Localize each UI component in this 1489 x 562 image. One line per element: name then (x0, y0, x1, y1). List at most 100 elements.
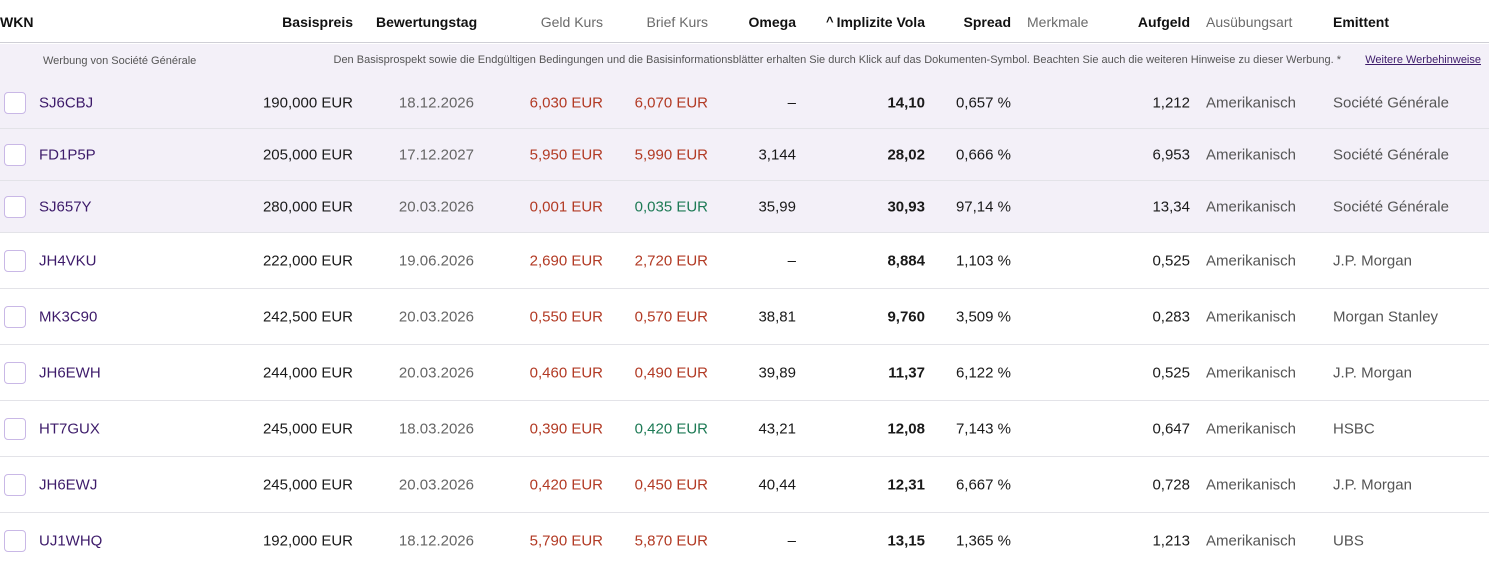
aufgeld-cell: 0,728 (1152, 476, 1190, 493)
table-row[interactable]: MK3C90 242,500 EUR 20.03.2026 0,550 EUR 0,57… (0, 289, 1489, 345)
wkn-link[interactable]: FD1P5P (39, 146, 96, 163)
advertising-notice: Werbung von Société Générale Den Basispr… (0, 44, 1489, 77)
ausuebungsart-cell: Amerikanisch (1206, 476, 1297, 493)
implizite-vola-cell: 28,02 (887, 146, 925, 163)
spread-cell: 0,657 % (955, 94, 1011, 111)
col-header-implizite-vola-label: Implizite Vola (836, 14, 925, 30)
implizite-vola-cell: 8,884 (887, 252, 925, 269)
geld-kurs-cell: 2,690 EUR (529, 252, 603, 269)
emittent-cell: Morgan Stanley (1333, 308, 1439, 325)
row-select-checkbox[interactable] (4, 249, 26, 272)
wkn-link[interactable]: HT7GUX (39, 420, 100, 437)
omega-cell: – (787, 94, 796, 111)
basispreis-cell: 222,000 EUR (262, 252, 353, 269)
emittent-cell: HSBC (1333, 420, 1375, 437)
bewertungstag-cell: 20.03.2026 (398, 308, 474, 325)
brief-kurs-cell: 0,450 EUR (634, 476, 708, 493)
implizite-vola-cell: 13,15 (887, 532, 925, 549)
col-header-spread[interactable]: Spread (963, 14, 1011, 30)
wkn-link[interactable]: JH6EWH (39, 364, 101, 381)
spread-cell: 6,667 % (955, 476, 1011, 493)
omega-cell: 38,81 (758, 308, 796, 325)
emittent-cell: Société Générale (1333, 146, 1449, 163)
table-row[interactable]: UJ1WHQ 192,000 EUR 18.12.2026 5,790 EUR 5,87… (0, 513, 1489, 562)
row-select-checkbox[interactable] (4, 305, 26, 328)
omega-cell: 39,89 (758, 364, 796, 381)
table-row[interactable]: JH6EWH 244,000 EUR 20.03.2026 0,460 EUR 0,49… (0, 345, 1489, 401)
brief-kurs-cell: 0,420 EUR (634, 420, 708, 437)
table-row[interactable]: FD1P5P 205,000 EUR 17.12.2027 5,950 EUR 5,99… (0, 129, 1489, 181)
spread-cell: 1,365 % (955, 532, 1011, 549)
basispreis-cell: 245,000 EUR (262, 476, 353, 493)
aufgeld-cell: 1,212 (1152, 94, 1190, 111)
basispreis-cell: 280,000 EUR (262, 198, 353, 215)
col-header-bewertungstag[interactable]: Bewertungstag (376, 14, 478, 30)
ausuebungsart-cell: Amerikanisch (1206, 532, 1297, 549)
row-select-checkbox[interactable] (4, 417, 26, 440)
table-row[interactable]: JH4VKU 222,000 EUR 19.06.2026 2,690 EUR 2,72… (0, 233, 1489, 289)
geld-kurs-cell: 0,460 EUR (529, 364, 603, 381)
wkn-link[interactable]: UJ1WHQ (39, 532, 103, 549)
emittent-cell: J.P. Morgan (1333, 364, 1412, 381)
brief-kurs-cell: 0,490 EUR (634, 364, 708, 381)
brief-kurs-cell: 2,720 EUR (634, 252, 708, 269)
col-header-brief-kurs[interactable]: Brief Kurs (646, 14, 708, 30)
brief-kurs-cell: 5,870 EUR (634, 532, 708, 549)
col-header-ausuebungsart[interactable]: Ausübungsart (1206, 14, 1293, 30)
col-header-geld-kurs[interactable]: Geld Kurs (540, 14, 603, 30)
ad-more-info-link[interactable]: Weitere Werbehinweise (1365, 54, 1481, 66)
basispreis-cell: 244,000 EUR (262, 364, 353, 381)
table-row[interactable]: SJ657Y 280,000 EUR 20.03.2026 0,001 EUR 0,03… (0, 181, 1489, 233)
table-row[interactable]: SJ6CBJ 190,000 EUR 18.12.2026 6,030 EUR 6,07… (0, 77, 1489, 129)
row-select-checkbox[interactable] (4, 143, 26, 166)
bewertungstag-cell: 20.03.2026 (398, 198, 474, 215)
implizite-vola-cell: 12,08 (887, 420, 925, 437)
spread-cell: 97,14 % (955, 198, 1011, 215)
col-header-implizite-vola[interactable]: ^ Implizite Vola (826, 14, 925, 30)
emittent-cell: J.P. Morgan (1333, 476, 1412, 493)
bewertungstag-cell: 18.12.2026 (398, 94, 474, 111)
aufgeld-cell: 6,953 (1152, 146, 1190, 163)
ausuebungsart-cell: Amerikanisch (1206, 308, 1297, 325)
ausuebungsart-cell: Amerikanisch (1206, 420, 1297, 437)
basispreis-cell: 242,500 EUR (262, 308, 353, 325)
wkn-link[interactable]: SJ657Y (39, 198, 92, 215)
aufgeld-cell: 0,525 (1152, 364, 1190, 381)
wkn-link[interactable]: MK3C90 (39, 308, 98, 325)
col-header-merkmale[interactable]: Merkmale (1027, 14, 1089, 30)
table-row[interactable]: HT7GUX 245,000 EUR 18.03.2026 0,390 EUR 0,42… (0, 401, 1489, 457)
ausuebungsart-cell: Amerikanisch (1206, 198, 1297, 215)
ausuebungsart-cell: Amerikanisch (1206, 364, 1297, 381)
aufgeld-cell: 1,213 (1152, 532, 1190, 549)
wkn-link[interactable]: JH4VKU (39, 252, 97, 269)
col-header-omega[interactable]: Omega (748, 14, 796, 30)
brief-kurs-cell: 6,070 EUR (634, 94, 708, 111)
row-select-checkbox[interactable] (4, 473, 26, 496)
sort-ascending-icon: ^ (825, 14, 834, 29)
spread-cell: 3,509 % (955, 308, 1011, 325)
col-header-wkn[interactable]: WKN (0, 14, 34, 30)
aufgeld-cell: 13,34 (1152, 198, 1190, 215)
omega-cell: 3,144 (758, 146, 796, 163)
ausuebungsart-cell: Amerikanisch (1206, 94, 1297, 111)
wkn-link[interactable]: JH6EWJ (39, 476, 98, 493)
row-select-checkbox[interactable] (4, 195, 26, 218)
col-header-basispreis[interactable]: Basispreis (282, 14, 353, 30)
geld-kurs-cell: 5,790 EUR (529, 532, 603, 549)
row-select-checkbox[interactable] (4, 529, 26, 552)
row-select-checkbox[interactable] (4, 91, 26, 114)
bewertungstag-cell: 20.03.2026 (398, 364, 474, 381)
col-header-aufgeld[interactable]: Aufgeld (1137, 14, 1190, 30)
geld-kurs-cell: 6,030 EUR (529, 94, 603, 111)
emittent-cell: J.P. Morgan (1333, 252, 1412, 269)
col-header-emittent[interactable]: Emittent (1333, 14, 1389, 30)
bewertungstag-cell: 20.03.2026 (398, 476, 474, 493)
geld-kurs-cell: 0,420 EUR (529, 476, 603, 493)
bewertungstag-cell: 19.06.2026 (398, 252, 474, 269)
table-row[interactable]: JH6EWJ 245,000 EUR 20.03.2026 0,420 EUR 0,45… (0, 457, 1489, 513)
basispreis-cell: 205,000 EUR (262, 146, 353, 163)
wkn-link[interactable]: SJ6CBJ (39, 94, 94, 111)
brief-kurs-cell: 5,990 EUR (634, 146, 708, 163)
row-select-checkbox[interactable] (4, 361, 26, 384)
table-header: WKN Basispreis Bewertungstag Geld Kurs B… (0, 0, 1489, 43)
